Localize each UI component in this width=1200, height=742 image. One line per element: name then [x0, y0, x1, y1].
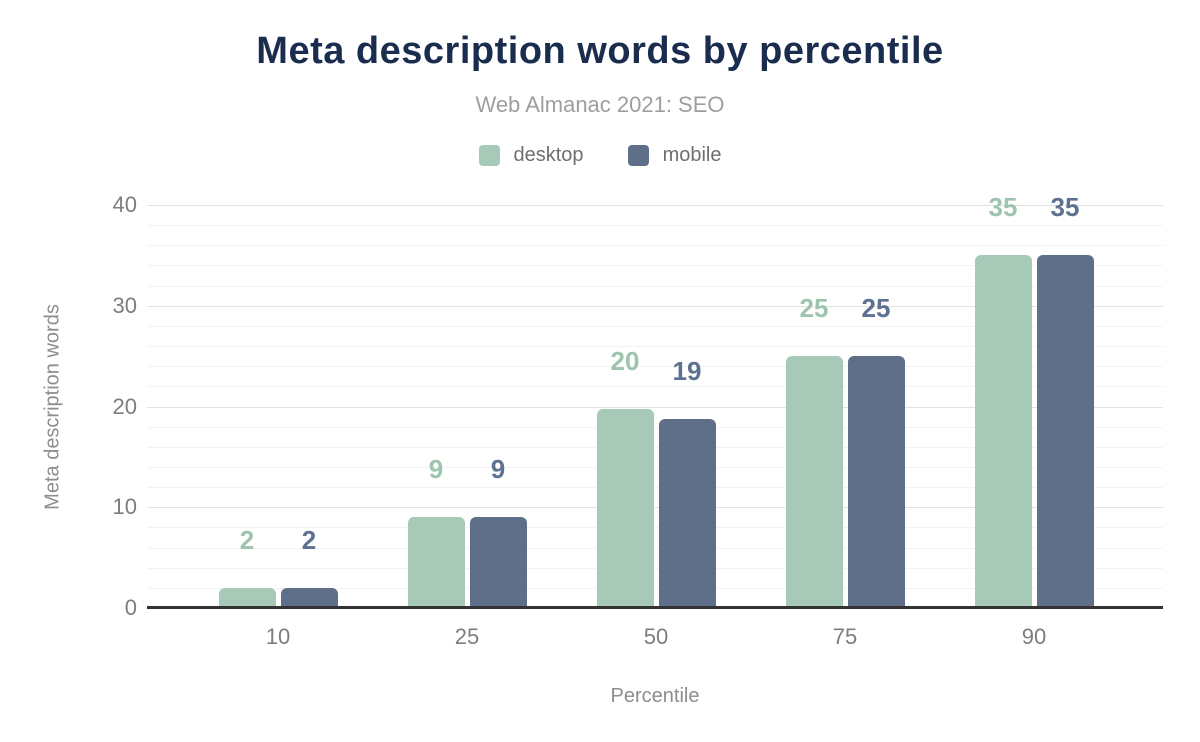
gridline-minor	[147, 446, 1163, 448]
bar-value-label-desktop-p90: 35	[988, 192, 1018, 223]
bar-desktop-p25[interactable]	[407, 517, 465, 608]
gridline-minor	[147, 325, 1163, 327]
bar-desktop-p90[interactable]	[974, 255, 1032, 608]
y-tick-label: 30	[112, 292, 137, 318]
bar-desktop-p10[interactable]	[218, 587, 276, 608]
chart-subtitle: Web Almanac 2021: SEO	[475, 92, 725, 117]
gridline-major	[147, 205, 1163, 206]
bar-mobile-p10[interactable]	[280, 587, 338, 608]
x-tick-label: 10	[265, 624, 291, 649]
legend-label-desktop: desktop	[513, 144, 584, 166]
x-axis-title: Percentile	[610, 685, 700, 707]
legend-swatch-mobile-icon	[627, 145, 649, 166]
gridline-minor	[147, 547, 1163, 549]
gridline-minor	[147, 487, 1163, 489]
bar-value-label-mobile-p50: 19	[672, 355, 702, 386]
gridline-minor	[147, 567, 1163, 569]
bar-value-label-desktop-p75: 25	[799, 293, 829, 324]
gridline-minor	[147, 466, 1163, 468]
legend: desktop mobile	[0, 144, 1200, 167]
bar-mobile-p25[interactable]	[469, 517, 527, 608]
legend-swatch-desktop-icon	[478, 145, 500, 166]
gridline-minor	[147, 265, 1163, 267]
bar-mobile-p90[interactable]	[1036, 255, 1094, 608]
bar-value-label-desktop-p25: 9	[428, 454, 444, 485]
gridline-minor	[147, 285, 1163, 287]
bar-desktop-p75[interactable]	[785, 356, 843, 608]
bar-mobile-p50[interactable]	[658, 418, 716, 608]
y-axis-title: Meta description words	[41, 304, 64, 510]
y-tick-label: 20	[112, 393, 137, 419]
gridline-major	[147, 305, 1163, 307]
bar-desktop-p50[interactable]	[596, 408, 654, 608]
bar-value-label-mobile-p90: 35	[1050, 192, 1080, 223]
legend-item-mobile[interactable]: mobile	[627, 144, 722, 167]
x-axis-line	[147, 606, 1163, 609]
y-tick-label: 40	[112, 192, 137, 217]
gridline-minor	[147, 426, 1163, 428]
legend-label-mobile: mobile	[662, 144, 722, 166]
bar-value-label-mobile-p10: 2	[301, 524, 317, 555]
gridline-minor	[147, 386, 1163, 388]
gridline-minor	[147, 527, 1163, 529]
gridline-minor	[147, 245, 1163, 247]
y-tick-label: 0	[124, 595, 137, 620]
bar-value-label-desktop-p10: 2	[239, 524, 255, 555]
gridline-major	[147, 507, 1163, 509]
gridline-minor	[147, 366, 1163, 368]
gridline-minor	[147, 587, 1163, 589]
x-tick-label: 75	[832, 624, 858, 649]
gridline-minor	[147, 225, 1163, 227]
x-tick-label: 90	[1021, 624, 1047, 649]
gridline-major	[147, 406, 1163, 408]
legend-item-desktop[interactable]: desktop	[478, 144, 584, 167]
gridline-minor	[147, 346, 1163, 348]
bar-value-label-mobile-p25: 9	[490, 454, 506, 485]
x-tick-label: 25	[454, 624, 480, 649]
x-tick-label: 50	[643, 624, 669, 649]
bar-value-label-desktop-p50: 20	[610, 345, 640, 376]
bar-value-label-mobile-p75: 25	[861, 293, 891, 324]
y-tick-label: 10	[112, 494, 137, 520]
chart-title: Meta description words by percentile	[256, 30, 944, 72]
bar-mobile-p75[interactable]	[847, 356, 905, 608]
